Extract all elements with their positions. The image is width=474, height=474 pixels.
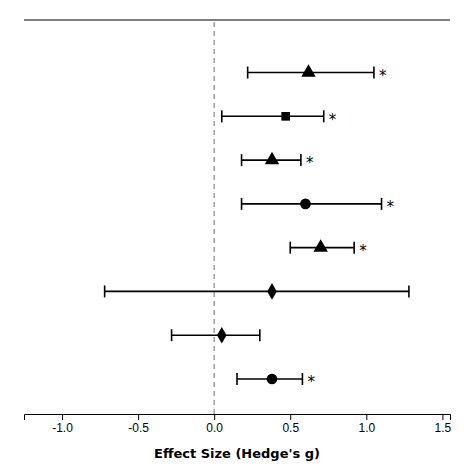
marks bbox=[105, 20, 409, 414]
x-tick-mark bbox=[366, 414, 367, 420]
point-estimate bbox=[267, 283, 277, 300]
point-estimate bbox=[300, 199, 311, 210]
study bbox=[242, 198, 382, 210]
annotations: * * * * * * bbox=[306, 67, 395, 391]
significance-star: * bbox=[329, 111, 337, 129]
significance-star: * bbox=[306, 154, 314, 172]
significance-star: * bbox=[379, 67, 387, 85]
ci-cap-low bbox=[289, 242, 291, 254]
plot-frame-top bbox=[24, 20, 450, 21]
confidence-interval bbox=[172, 334, 260, 336]
study bbox=[242, 152, 301, 166]
confidence-interval bbox=[105, 291, 409, 293]
ci-cap-high bbox=[381, 198, 383, 210]
ci-cap-low bbox=[247, 67, 249, 79]
study bbox=[248, 64, 374, 78]
point-estimate bbox=[217, 327, 227, 344]
ci-cap-high bbox=[323, 110, 325, 122]
x-tick-label: 0.0 bbox=[206, 421, 223, 435]
x-tick: -1.0 bbox=[52, 414, 73, 435]
x-tick-mark bbox=[62, 414, 63, 420]
x-axis-title: Effect Size (Hedge's g) bbox=[154, 446, 320, 461]
x-tick: -0.5 bbox=[128, 414, 149, 435]
x-tick: 1.0 bbox=[358, 414, 375, 435]
x-tick-mark bbox=[138, 414, 139, 420]
ci-cap-high bbox=[300, 154, 302, 166]
x-tick-mark bbox=[214, 414, 215, 420]
significance-star: * bbox=[307, 373, 315, 391]
point-estimate bbox=[313, 239, 327, 251]
point-estimate bbox=[281, 112, 290, 121]
confidence-interval bbox=[222, 116, 324, 118]
chart: -1.0 -0.5 0.0 0.5 1.0 1.5 Effect Size (Hedge's… bbox=[0, 0, 474, 474]
ci-cap-high bbox=[373, 67, 375, 79]
x-tick-label: 1.0 bbox=[358, 421, 375, 435]
x-tick-mark bbox=[290, 414, 291, 420]
significance-star: * bbox=[387, 198, 395, 216]
x-axis: -1.0 -0.5 0.0 0.5 1.0 1.5 bbox=[25, 414, 452, 435]
confidence-interval bbox=[242, 203, 382, 205]
ci-cap-high bbox=[259, 329, 261, 341]
ci-cap-high bbox=[302, 373, 304, 385]
ci-cap-low bbox=[104, 285, 106, 297]
reference-line bbox=[213, 20, 214, 414]
ci-cap-low bbox=[241, 198, 243, 210]
point-estimate bbox=[301, 64, 315, 76]
x-tick-mark bbox=[442, 414, 443, 420]
ci-cap-low bbox=[221, 110, 223, 122]
significance-star: * bbox=[359, 242, 367, 260]
ci-cap-low bbox=[171, 329, 173, 341]
x-axis-line bbox=[25, 415, 451, 421]
x-tick: 0.0 bbox=[206, 414, 223, 435]
x-tick-label: -0.5 bbox=[128, 421, 149, 435]
x-tick-label: -1.0 bbox=[52, 421, 73, 435]
x-tick-label: 0.5 bbox=[282, 421, 299, 435]
study bbox=[172, 327, 260, 344]
study bbox=[105, 283, 409, 300]
plot: -1.0 -0.5 0.0 0.5 1.0 1.5 Effect Size (Hedge's… bbox=[24, 20, 452, 461]
x-tick: 1.5 bbox=[435, 414, 452, 435]
ci-cap-high bbox=[408, 285, 410, 297]
study bbox=[290, 239, 354, 253]
study bbox=[222, 110, 324, 122]
x-tick-label: 1.5 bbox=[435, 421, 452, 435]
point-estimate bbox=[265, 152, 279, 164]
point-estimate bbox=[267, 374, 278, 385]
ci-cap-high bbox=[353, 242, 355, 254]
ci-cap-low bbox=[236, 373, 238, 385]
x-tick: 0.5 bbox=[282, 414, 299, 435]
ci-cap-low bbox=[241, 154, 243, 166]
study bbox=[237, 373, 302, 385]
